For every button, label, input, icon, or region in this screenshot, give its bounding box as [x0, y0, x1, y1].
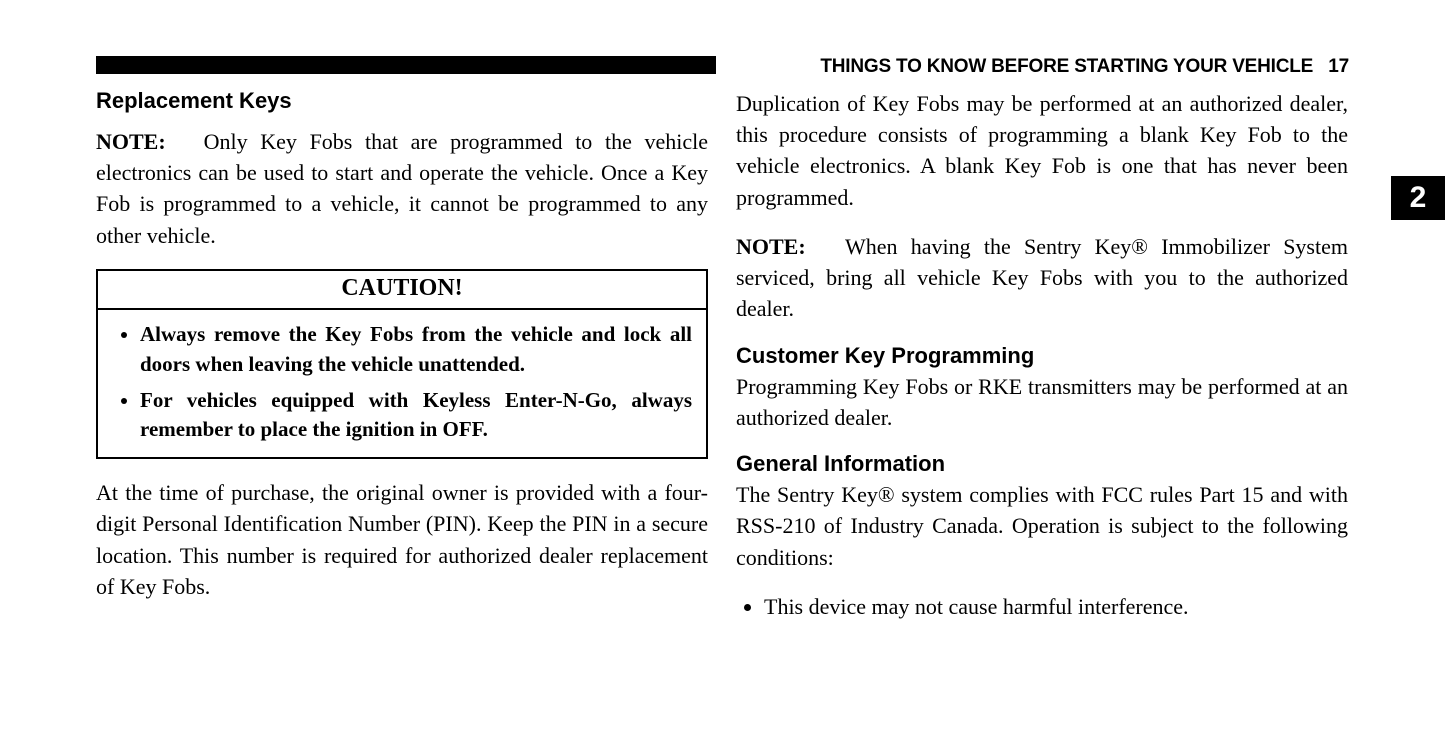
caution-box: CAUTION! Always remove the Key Fobs from… — [96, 269, 708, 459]
heading-replacement-keys: Replacement Keys — [96, 88, 708, 114]
note-label: NOTE: — [96, 129, 166, 154]
note-label: NOTE: — [736, 234, 806, 259]
header-rule — [96, 56, 716, 74]
caution-list: Always remove the Key Fobs from the vehi… — [112, 320, 692, 445]
running-header: THINGS TO KNOW BEFORE STARTING YOUR VEHI… — [729, 56, 1349, 78]
note-body-2: When having the Sentry Key® Immobilizer … — [736, 234, 1348, 321]
section-title: THINGS TO KNOW BEFORE STARTING YOUR VEHI… — [820, 56, 1313, 77]
note-paragraph-2: NOTE: When having the Sentry Key® Immobi… — [736, 231, 1348, 325]
conditions-item: This device may not cause harmful interf… — [764, 591, 1348, 622]
right-column: Duplication of Key Fobs may be performed… — [736, 88, 1348, 622]
duplication-paragraph: Duplication of Key Fobs may be performed… — [736, 88, 1348, 213]
manual-page: THINGS TO KNOW BEFORE STARTING YOUR VEHI… — [96, 56, 1349, 622]
customer-key-paragraph: Programming Key Fobs or RKE transmitters… — [736, 371, 1348, 433]
caution-title: CAUTION! — [98, 271, 706, 310]
chapter-tab: 2 — [1391, 176, 1445, 220]
chapter-number: 2 — [1410, 181, 1427, 215]
left-column: Replacement Keys NOTE: Only Key Fobs tha… — [96, 88, 708, 622]
pin-paragraph: At the time of purchase, the original ow… — [96, 477, 708, 602]
content-columns: Replacement Keys NOTE: Only Key Fobs tha… — [96, 56, 1349, 622]
conditions-list: This device may not cause harmful interf… — [736, 591, 1348, 622]
note-body: Only Key Fobs that are programmed to the… — [96, 129, 708, 248]
note-paragraph: NOTE: Only Key Fobs that are programmed … — [96, 126, 708, 251]
general-info-paragraph: The Sentry Key® system complies with FCC… — [736, 479, 1348, 573]
caution-item: Always remove the Key Fobs from the vehi… — [140, 320, 692, 380]
heading-general-info: General Information — [736, 451, 1348, 477]
caution-item: For vehicles equipped with Keyless Enter… — [140, 386, 692, 446]
caution-body: Always remove the Key Fobs from the vehi… — [98, 310, 706, 457]
heading-customer-key: Customer Key Programming — [736, 343, 1348, 369]
page-number: 17 — [1328, 56, 1349, 77]
